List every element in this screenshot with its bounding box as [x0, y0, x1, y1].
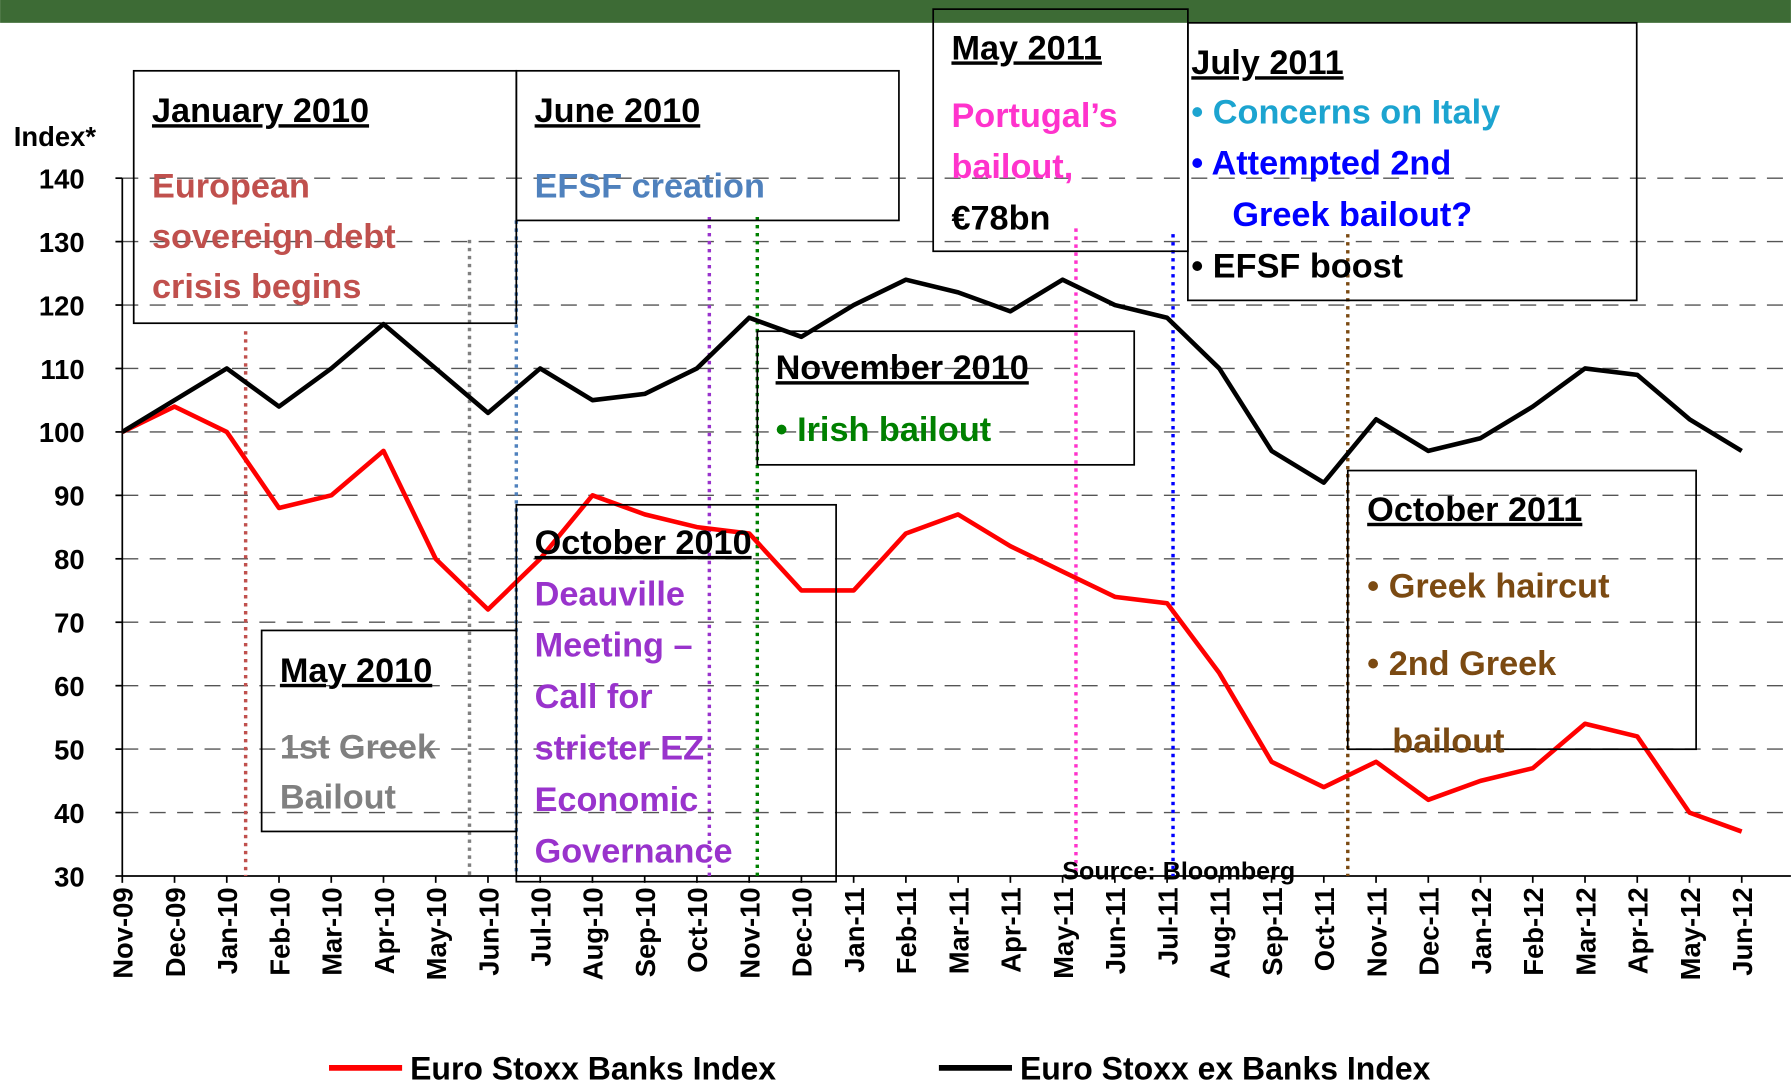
x-tick-label: Oct-11 [1309, 887, 1340, 971]
annotation-box [1346, 469, 1697, 751]
x-tick-label: Aug-10 [578, 887, 609, 980]
x-tick-label: Mar-10 [317, 887, 348, 975]
annotation-box [515, 69, 900, 222]
y-tick-label: 30 [54, 861, 84, 892]
annotation-text: Economic [535, 781, 699, 819]
x-tick-label: Jan-10 [212, 887, 243, 974]
y-tick-label: 100 [39, 417, 85, 448]
annotation-title: May 2010 [280, 652, 432, 690]
annotation-text: Greek bailout? [1232, 196, 1472, 234]
y-tick-label: 40 [54, 798, 84, 829]
annotation-title: October 2010 [535, 524, 752, 562]
y-tick-label: 80 [54, 544, 84, 575]
x-tick-label: Nov-10 [734, 887, 765, 978]
annotation-text: bailout, [951, 148, 1073, 186]
y-axis-label: Index* [14, 121, 97, 152]
annotation-title: January 2010 [152, 92, 369, 130]
event-lines [243, 217, 1350, 876]
legend-label: Euro Stoxx ex Banks Index [1020, 1050, 1431, 1085]
x-tick-label: Jul-10 [525, 887, 556, 966]
annotation-title: June 2010 [535, 92, 701, 130]
x-tick-label: May-12 [1675, 887, 1706, 980]
x-tick-label: Nov-11 [1361, 887, 1392, 977]
annotation-text: bailout [1392, 723, 1504, 761]
series-line [121, 404, 1743, 834]
annotation-text: Bailout [280, 779, 396, 817]
x-tick-label: Jun-11 [1100, 887, 1131, 974]
annotation-box [756, 330, 1136, 466]
annotation-text: sovereign debt [152, 218, 396, 256]
annotation-text: 1st Greek [280, 728, 437, 766]
x-tick-label: Feb-12 [1518, 887, 1549, 975]
x-tick-label: Jan-12 [1466, 887, 1497, 974]
annotation-text: Governance [535, 832, 733, 870]
annotation-text: • EFSF boost [1191, 248, 1403, 286]
y-tick-label: 50 [54, 734, 84, 765]
x-tick-label: Feb-11 [891, 887, 922, 974]
x-tick-label: May-11 [1048, 887, 1079, 978]
legend-label: Euro Stoxx Banks Index [410, 1050, 776, 1085]
x-tick-label: Aug-11 [1205, 887, 1236, 978]
annotation-title: October 2011 [1367, 491, 1582, 529]
y-tick-label: 90 [54, 481, 84, 512]
x-tick-label: Sep-11 [1257, 887, 1288, 975]
annotation-text: • Attempted 2nd [1191, 145, 1451, 183]
annotations: January 2010 European sovereign debt crisis… [132, 8, 1697, 883]
annotation-text: EFSF creation [535, 168, 765, 206]
annotation-text: Deauville [535, 575, 685, 613]
annotation-text: Portugal’s [951, 97, 1117, 135]
y-tick-label: 140 [39, 163, 85, 194]
grid: 30 40 50 60 70 80 90 100 110 120 130 140 Nov-09 Dec-0… [39, 163, 1791, 980]
annotation-box [1187, 21, 1638, 302]
series-line [121, 277, 1743, 485]
x-tick-label: Dec-11 [1414, 887, 1445, 975]
x-tick-label: Nov-09 [108, 887, 139, 978]
annotation-title: November 2010 [776, 349, 1029, 387]
x-tick-label: Apr-11 [996, 887, 1027, 972]
x-tick-label: Jun-12 [1727, 887, 1758, 975]
annotation-box [260, 629, 518, 833]
annotation-text: Meeting – [535, 627, 693, 665]
y-tick-label: 70 [54, 608, 84, 639]
annotation-text: European [152, 168, 310, 206]
annotation-text: • 2nd Greek [1367, 645, 1557, 683]
x-tick-label: Sep-10 [630, 887, 661, 977]
annotation-text: Call for [535, 678, 653, 716]
y-tick-label: 130 [39, 227, 85, 258]
y-tick-label: 60 [54, 671, 84, 702]
x-tick-label: Apr-10 [369, 887, 400, 974]
annotation-title: July 2011 [1191, 44, 1343, 82]
x-tick-label: Dec-10 [787, 887, 818, 977]
x-tick-label: Mar-11 [943, 887, 974, 974]
header-band [0, 0, 1791, 23]
y-tick-label: 120 [39, 290, 85, 321]
annotation-text: crisis begins [152, 268, 361, 306]
y-tick-label: 110 [40, 354, 84, 385]
annotation-title: May 2011 [951, 29, 1101, 67]
annotation-text: €78bn [951, 200, 1050, 238]
x-tick-label: Jun-10 [473, 887, 504, 975]
x-tick-label: Jan-11 [839, 887, 870, 972]
x-tick-label: Apr-12 [1623, 887, 1654, 974]
annotation-text: • Concerns on Italy [1191, 93, 1500, 131]
annotation-text: • Greek haircut [1367, 567, 1609, 605]
source: Source: Bloomberg [1062, 857, 1295, 885]
x-tick-label: May-10 [421, 887, 452, 980]
series [121, 277, 1743, 834]
x-tick-label: Feb-10 [264, 887, 295, 975]
annotation-text: stricter EZ [535, 730, 704, 768]
x-tick-label: Jul-11 [1152, 887, 1183, 965]
x-tick-label: Mar-12 [1570, 887, 1601, 975]
x-tick-label: Oct-10 [682, 887, 713, 972]
annotation-text: • Irish bailout [776, 411, 992, 449]
x-tick-label: Dec-09 [160, 887, 191, 977]
